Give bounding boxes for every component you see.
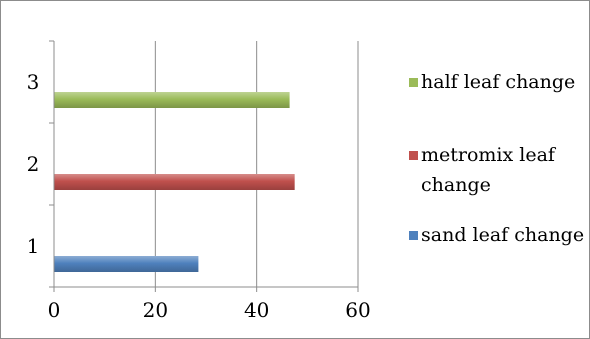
legend-swatch-metromix-leaf-change <box>409 151 418 160</box>
axes: 1 2 3 0 20 40 60 <box>27 40 371 322</box>
bar-half-leaf-change <box>54 92 290 108</box>
legend-label-line: sand leaf change <box>421 224 584 246</box>
legend-swatch-half-leaf-change <box>409 78 418 87</box>
legend-label-line: half leaf change <box>421 71 575 93</box>
x-tick-label-0: 0 <box>48 298 61 322</box>
legend-label-line: change <box>421 174 491 196</box>
y-tick-label-2: 2 <box>27 152 40 176</box>
legend-swatch-sand-leaf-change <box>409 231 418 240</box>
y-tick-label-3: 3 <box>27 70 40 94</box>
x-tick-label-60: 60 <box>345 298 370 322</box>
legend-label-line: metromix leaf <box>421 144 557 166</box>
legend: half leaf change metromix leaf change sand … <box>409 71 584 246</box>
legend-label-sand-leaf-change: sand leaf change <box>421 224 584 246</box>
x-tick-label-40: 40 <box>244 298 269 322</box>
gridlines <box>53 41 359 287</box>
legend-label-metromix-leaf-change: metromix leaf change <box>421 144 557 196</box>
bars <box>54 92 295 272</box>
bar-metromix-leaf-change <box>54 174 295 190</box>
legend-label-half-leaf-change: half leaf change <box>421 71 575 93</box>
x-tick-label-20: 20 <box>143 298 168 322</box>
y-tick-label-1: 1 <box>27 234 40 258</box>
bar-sand-leaf-change <box>54 256 199 272</box>
